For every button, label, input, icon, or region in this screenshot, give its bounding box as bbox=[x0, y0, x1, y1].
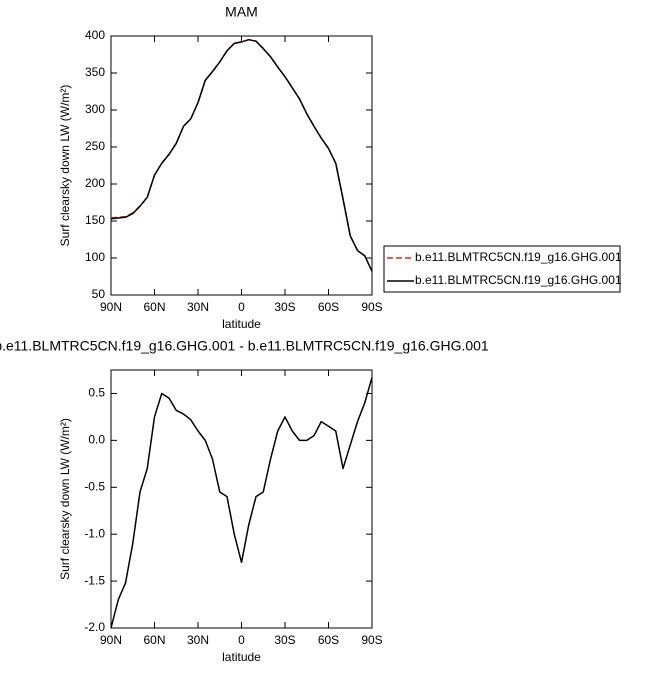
x-tick-label: 60N bbox=[143, 633, 165, 647]
x-tick-label: 30S bbox=[274, 300, 295, 314]
y-tick-label: 300 bbox=[85, 102, 105, 116]
legend-label: b.e11.BLMTRC5CN.f19_g16.GHG.001 bbox=[415, 250, 622, 264]
y-tick-label: 50 bbox=[92, 287, 106, 301]
plot-frame bbox=[110, 369, 373, 629]
x-axis-label: latitude bbox=[222, 317, 261, 331]
y-tick-label: -1.0 bbox=[84, 526, 105, 540]
x-tick-label: 90N bbox=[100, 633, 122, 647]
y-tick-label: 350 bbox=[85, 65, 105, 79]
x-tick-label: 90S bbox=[361, 633, 382, 647]
y-tick-label: 200 bbox=[85, 176, 105, 190]
y-tick-label: -0.5 bbox=[84, 479, 105, 493]
chart-title: b.e11.BLMTRC5CN.f19_g16.GHG.001 - b.e11.… bbox=[0, 338, 489, 354]
chart-title: MAM bbox=[225, 4, 258, 20]
x-tick-label: 30S bbox=[274, 633, 295, 647]
legend-box bbox=[383, 245, 621, 293]
x-tick-label: 90N bbox=[100, 300, 122, 314]
y-tick-label: -2.0 bbox=[84, 620, 105, 634]
plot-frame bbox=[110, 35, 373, 296]
series-line bbox=[110, 377, 373, 629]
y-tick-label: 100 bbox=[85, 250, 105, 264]
y-tick-label: 0.5 bbox=[88, 386, 105, 400]
x-tick-label: 0 bbox=[238, 300, 245, 314]
y-tick-label: 0.0 bbox=[88, 433, 105, 447]
series-line bbox=[110, 38, 373, 272]
x-tick-label: 60S bbox=[318, 633, 339, 647]
x-tick-label: 60N bbox=[143, 300, 165, 314]
y-tick-label: -1.5 bbox=[84, 573, 105, 587]
y-tick-label: 400 bbox=[85, 28, 105, 42]
x-tick-label: 60S bbox=[318, 300, 339, 314]
y-axis-label: Surf clearsky down LW (W/m²) bbox=[58, 418, 72, 580]
y-tick-label: 250 bbox=[85, 139, 105, 153]
x-tick-label: 90S bbox=[361, 300, 382, 314]
y-axis-label: Surf clearsky down LW (W/m²) bbox=[58, 85, 72, 247]
series-line bbox=[110, 38, 373, 272]
x-axis-label: latitude bbox=[222, 650, 261, 664]
x-tick-label: 0 bbox=[238, 633, 245, 647]
x-tick-label: 30N bbox=[187, 633, 209, 647]
y-tick-label: 150 bbox=[85, 213, 105, 227]
x-tick-label: 30N bbox=[187, 300, 209, 314]
legend-label: b.e11.BLMTRC5CN.f19_g16.GHG.001 bbox=[415, 273, 622, 287]
